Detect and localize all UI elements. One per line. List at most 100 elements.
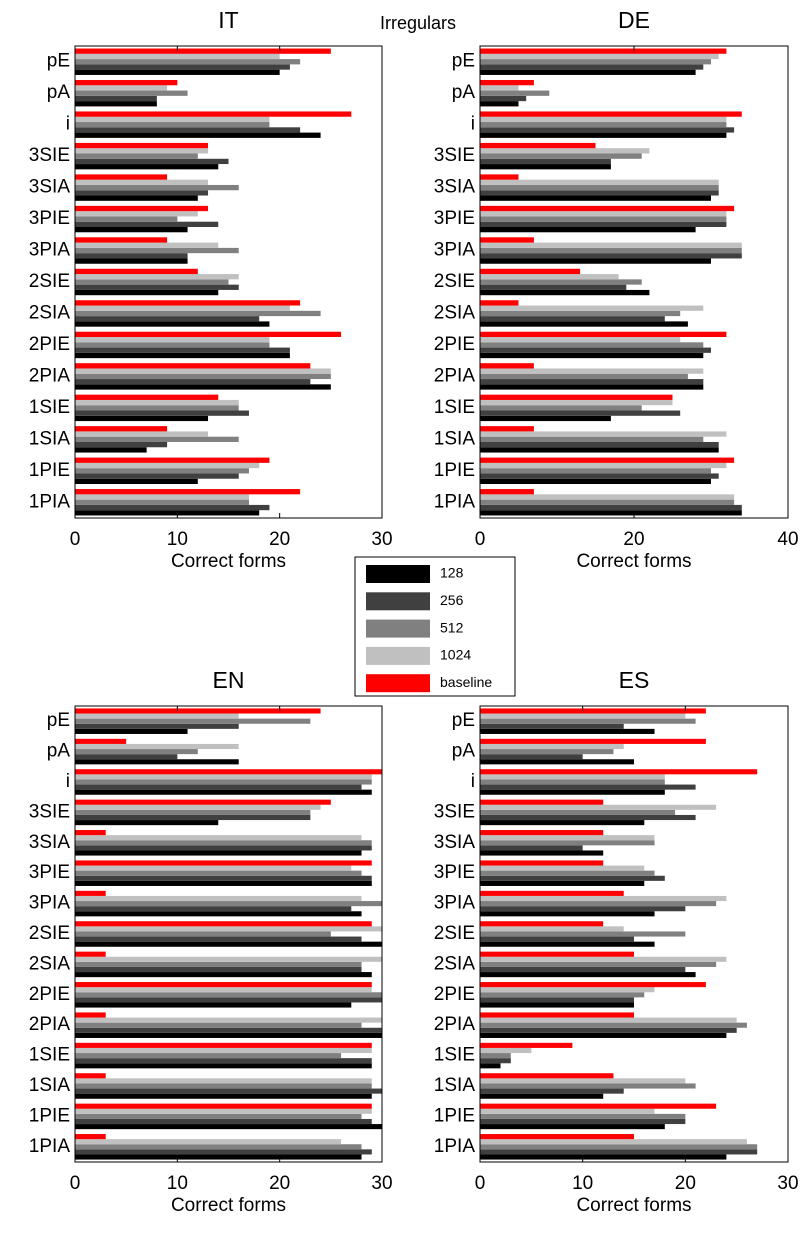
category-label: 2SIA <box>29 953 71 974</box>
bar <box>480 158 611 165</box>
bar <box>480 85 519 91</box>
bar <box>480 972 696 978</box>
bar <box>480 174 519 180</box>
bar <box>480 1073 614 1079</box>
category-label: 2PIA <box>29 365 71 386</box>
x-tick-label: 20 <box>675 1173 696 1194</box>
bar <box>75 321 270 327</box>
bar <box>75 1032 382 1038</box>
category-label: 2PIE <box>434 334 475 355</box>
bar <box>480 875 665 881</box>
category-label: 2SIA <box>434 302 476 323</box>
category-label: 1PIA <box>29 1136 71 1157</box>
bar <box>75 1103 372 1109</box>
bar <box>75 184 239 191</box>
bar <box>75 1108 372 1114</box>
bar <box>75 473 239 479</box>
bar <box>75 379 311 385</box>
bar <box>75 153 198 159</box>
bar <box>75 90 188 96</box>
bar <box>480 890 624 896</box>
bar <box>75 966 362 973</box>
category-label: 3PIE <box>29 208 70 229</box>
bar <box>75 305 290 311</box>
bar <box>480 48 727 54</box>
bar <box>480 784 696 790</box>
bar <box>75 504 270 511</box>
bar <box>75 987 372 993</box>
bar <box>480 814 696 821</box>
legend-swatch <box>366 646 430 665</box>
bar <box>75 268 198 275</box>
bar <box>480 906 686 912</box>
bar <box>480 441 719 448</box>
bar <box>480 1012 634 1018</box>
bar <box>75 226 188 233</box>
bar <box>480 1113 686 1119</box>
bar <box>75 997 382 1003</box>
category-label: 3SIE <box>434 145 475 166</box>
bar <box>480 111 742 117</box>
bar <box>75 1022 362 1028</box>
bar <box>75 880 372 886</box>
bar <box>480 921 604 927</box>
category-label: 3PIE <box>29 862 70 883</box>
bar <box>75 1012 106 1018</box>
bar <box>480 195 711 201</box>
bar <box>480 774 665 780</box>
bar <box>480 865 645 871</box>
bar <box>480 850 604 856</box>
bar <box>480 116 727 123</box>
bar <box>480 462 727 469</box>
bar <box>75 316 260 322</box>
bar <box>75 242 219 248</box>
plot-frame <box>74 705 383 1163</box>
category-label: 2SIE <box>29 271 70 292</box>
bar <box>75 158 229 165</box>
category-label: 3PIA <box>434 893 476 914</box>
bar <box>75 69 280 75</box>
category-label: 1PIE <box>29 1105 70 1126</box>
bar <box>75 331 342 338</box>
bar <box>75 951 106 957</box>
bar <box>75 237 168 243</box>
bar <box>75 59 301 65</box>
bar <box>75 850 362 856</box>
category-label: 3SIE <box>434 801 475 822</box>
bar <box>480 153 642 159</box>
panel-title: IT <box>218 7 238 33</box>
bar <box>75 489 301 495</box>
bar <box>480 405 642 411</box>
bar <box>75 875 372 881</box>
bar <box>480 769 758 775</box>
bar <box>75 1017 382 1023</box>
bar <box>480 279 642 285</box>
bar <box>75 441 168 448</box>
bar <box>480 268 581 275</box>
bar <box>75 53 280 60</box>
bar <box>480 179 719 185</box>
bar <box>480 951 634 957</box>
bar <box>480 743 624 750</box>
bar <box>75 1047 372 1054</box>
bar <box>480 127 735 133</box>
panel-title: EN <box>213 667 245 693</box>
category-label: 2SIE <box>434 271 475 292</box>
bar <box>480 226 696 233</box>
bar <box>75 804 321 810</box>
x-axis-label: Correct forms <box>576 551 691 572</box>
bar <box>75 216 178 222</box>
x-tick-label: 0 <box>475 529 486 550</box>
bar <box>480 211 727 217</box>
bar <box>75 890 106 896</box>
x-tick-label: 20 <box>623 529 644 550</box>
x-tick-label: 0 <box>70 1173 81 1194</box>
bar <box>75 1118 372 1125</box>
bar <box>75 132 321 138</box>
bar <box>480 845 583 851</box>
bar <box>75 784 362 790</box>
bar <box>480 316 665 322</box>
category-label: pA <box>452 741 476 762</box>
bar <box>75 468 249 474</box>
bar <box>480 190 719 196</box>
